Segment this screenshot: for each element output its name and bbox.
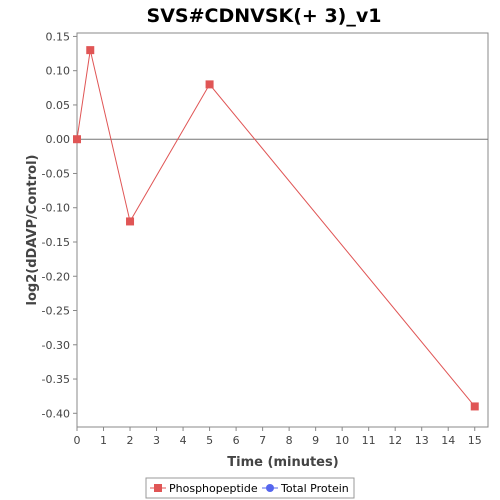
x-tick-label: 1 [100, 434, 107, 447]
legend-label-phosphopeptide: Phosphopeptide [169, 482, 258, 495]
data-point-phosphopeptide [205, 80, 214, 89]
x-tick-label: 6 [233, 434, 240, 447]
y-tick-label: 0.10 [46, 65, 71, 78]
legend-marker-total-protein [266, 484, 274, 492]
series-layer [73, 46, 479, 411]
plot-area [76, 32, 489, 428]
y-tick-label: -0.10 [42, 202, 70, 215]
x-tick-label: 10 [335, 434, 349, 447]
x-tick-label: 0 [74, 434, 81, 447]
legend-marker-phosphopeptide [154, 484, 162, 492]
x-tick-label: 11 [362, 434, 376, 447]
data-point-phosphopeptide [86, 46, 95, 55]
y-tick-label: 0.00 [46, 133, 71, 146]
x-tick-label: 5 [206, 434, 213, 447]
x-tick-label: 2 [127, 434, 134, 447]
x-tick-label: 7 [259, 434, 266, 447]
y-tick-label: 0.05 [46, 99, 71, 112]
x-tick-label: 4 [180, 434, 187, 447]
legend-item-phosphopeptide: Phosphopeptide [150, 482, 258, 495]
x-tick-label: 9 [312, 434, 319, 447]
x-axis-label: Time (minutes) [227, 455, 338, 470]
x-axis: 0 1 2 3 4 5 6 7 8 9 10 11 12 13 14 15 [74, 427, 482, 447]
x-tick-label: 15 [468, 434, 482, 447]
y-tick-label: -0.25 [42, 305, 70, 318]
chart-title: SVS#CDNVSK(+ 3)_v1 [147, 5, 382, 27]
x-tick-label: 14 [441, 434, 455, 447]
data-point-phosphopeptide [470, 402, 479, 411]
y-tick-label: -0.30 [42, 339, 70, 352]
y-axis: 0.15 0.10 0.05 0.00 -0.05 -0.10 -0.15 -0.20 -0.2… [42, 30, 77, 420]
y-tick-label: -0.40 [42, 407, 70, 420]
y-tick-label: -0.15 [42, 236, 70, 249]
data-point-phosphopeptide [73, 135, 81, 144]
y-tick-label: 0.15 [46, 30, 71, 43]
legend-item-total-protein: Total Protein [262, 482, 349, 495]
x-tick-label: 3 [153, 434, 160, 447]
legend-box [145, 477, 355, 499]
y-tick-label: -0.05 [42, 167, 70, 180]
x-tick-label: 8 [286, 434, 293, 447]
y-axis-label: log2(dDAVP/Control) [25, 155, 40, 306]
data-point-phosphopeptide [126, 217, 135, 226]
x-tick-label: 12 [388, 434, 402, 447]
y-tick-label: -0.35 [42, 373, 70, 386]
legend: Phosphopeptide Total Protein [145, 477, 355, 499]
y-tick-label: -0.20 [42, 270, 70, 283]
x-tick-label: 13 [415, 434, 429, 447]
legend-label-total-protein: Total Protein [280, 482, 349, 495]
